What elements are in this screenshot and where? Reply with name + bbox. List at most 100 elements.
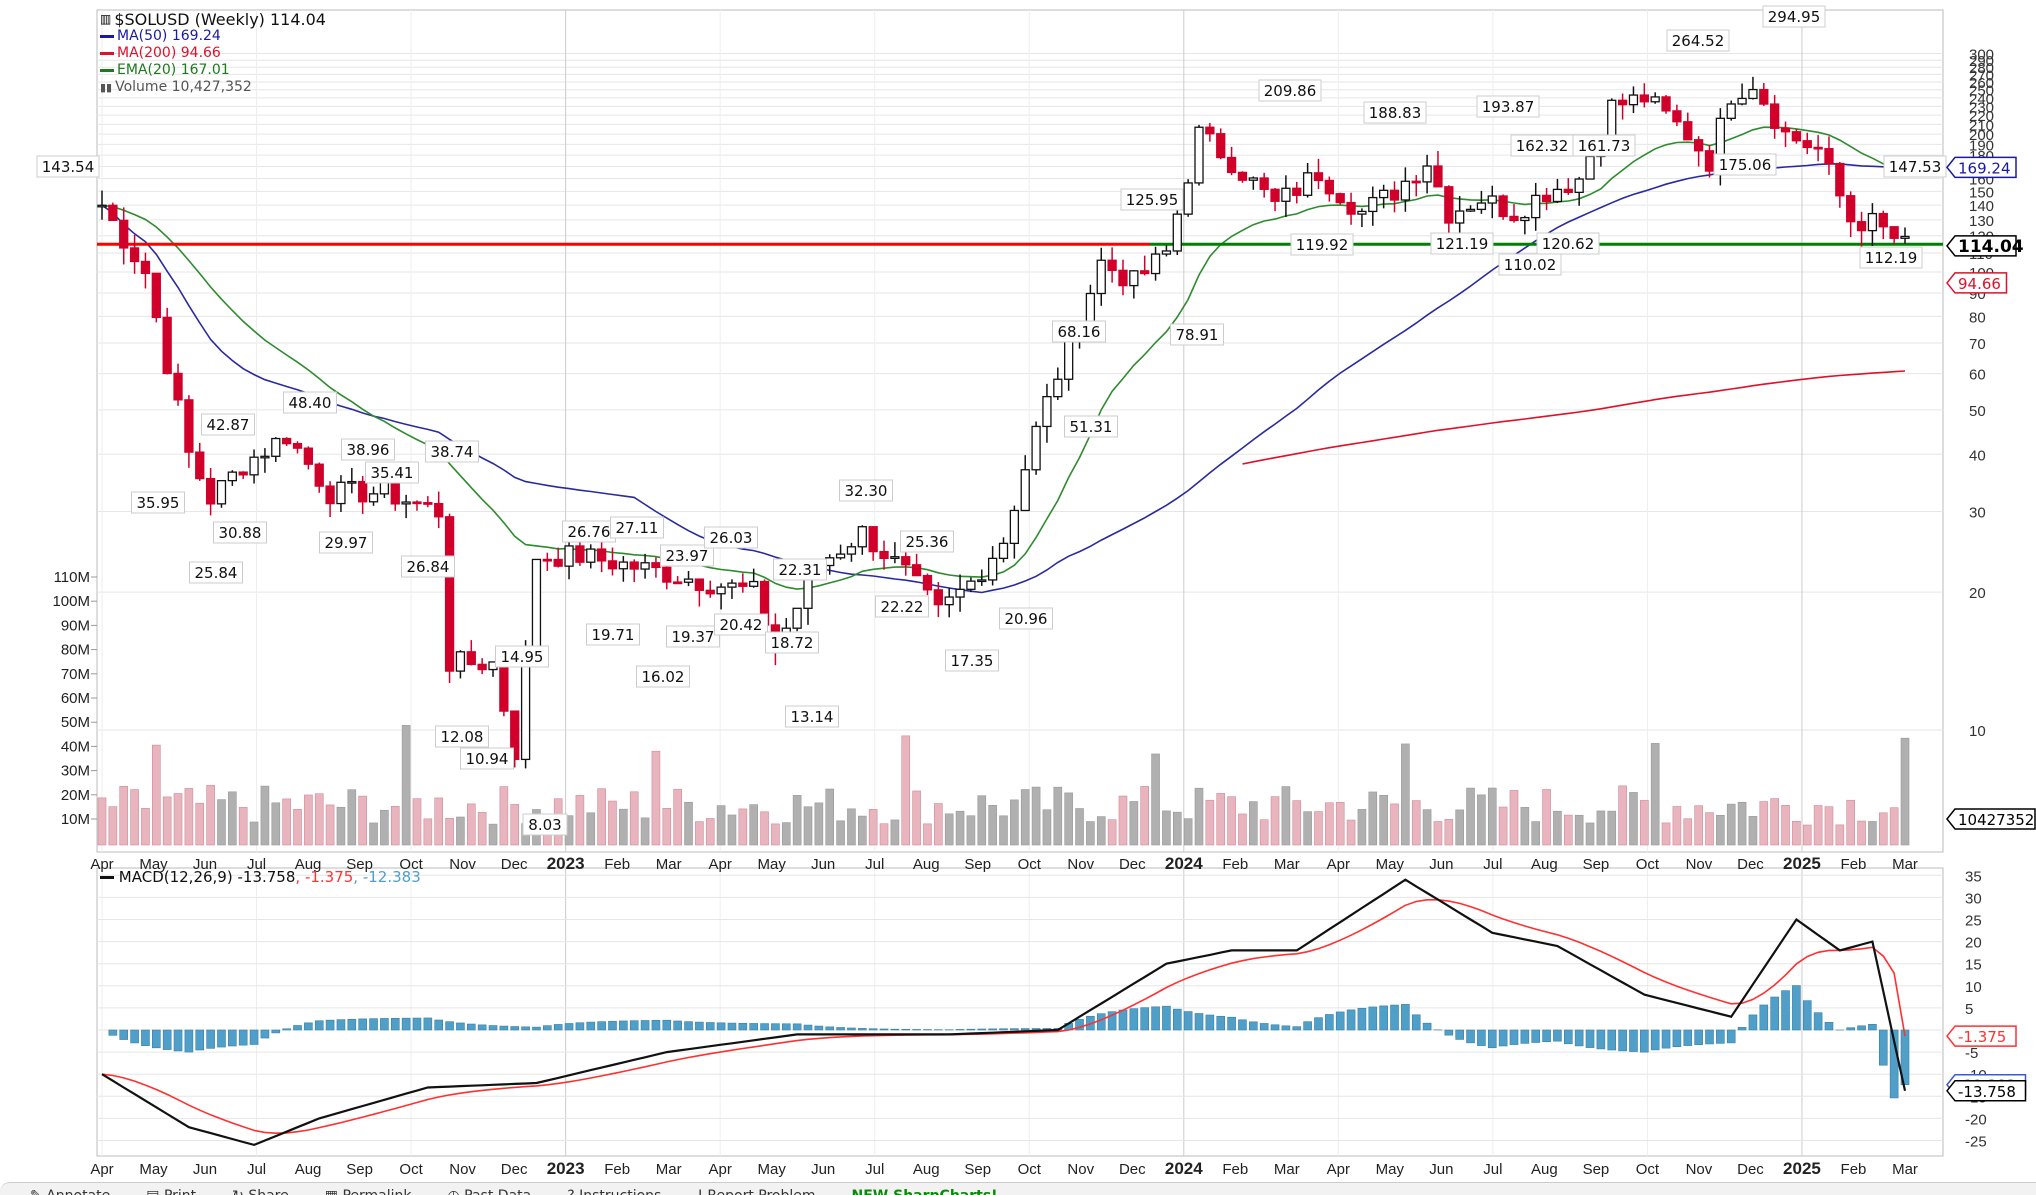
svg-text:119.92: 119.92 [1296,236,1349,254]
svg-text:-20: -20 [1965,1111,1987,1128]
legend-volume: ▮▮Volume 10,427,352 [100,79,326,96]
svg-text:22.22: 22.22 [881,598,924,616]
svg-text:-25: -25 [1965,1134,1987,1151]
svg-text:20.96: 20.96 [1005,610,1048,628]
svg-text:294.95: 294.95 [1768,8,1821,26]
svg-text:8.03: 8.03 [528,816,561,834]
svg-text:Mar: Mar [1274,856,1300,873]
svg-text:162.32: 162.32 [1516,137,1569,155]
svg-text:-13.758: -13.758 [1958,1083,2016,1101]
legend-ema20: EMA(20) 167.01 [100,62,326,79]
svg-text:14.95: 14.95 [501,648,544,666]
svg-text:Aug: Aug [913,856,940,873]
svg-text:12.08: 12.08 [441,728,484,746]
svg-text:Dec: Dec [501,856,528,873]
svg-text:175.06: 175.06 [1719,156,1772,174]
svg-text:60M: 60M [61,690,90,707]
legend-ma200: MA(200) 94.66 [100,45,326,62]
svg-text:2025: 2025 [1783,1159,1821,1178]
svg-text:42.87: 42.87 [207,416,250,434]
new-sharpcharts-link[interactable]: NEW SharpCharts! [852,1183,998,1195]
svg-text:Apr: Apr [1327,856,1350,873]
svg-text:Feb: Feb [604,856,630,873]
symbol-title: ▥ $SOLUSD (Weekly) 114.04 [100,11,326,28]
instructions-button[interactable]: ? Instructions [567,1183,661,1195]
svg-text:147.53: 147.53 [1889,158,1942,176]
svg-text:2024: 2024 [1165,1159,1203,1178]
svg-text:Mar: Mar [1274,1161,1300,1178]
svg-text:10: 10 [1969,723,1986,740]
svg-text:-5: -5 [1965,1045,1978,1062]
svg-text:78.91: 78.91 [1176,326,1219,344]
svg-text:10M: 10M [61,811,90,828]
svg-text:Feb: Feb [604,1161,630,1178]
svg-text:Jun: Jun [811,1161,835,1178]
svg-text:Jun: Jun [193,1161,217,1178]
annotate-button[interactable]: ✎ Annotate [30,1183,110,1195]
svg-text:May: May [1376,856,1405,873]
svg-text:112.19: 112.19 [1865,249,1918,267]
svg-text:169.24: 169.24 [1958,159,2011,177]
svg-text:23.97: 23.97 [666,547,709,565]
svg-text:Oct: Oct [1636,856,1660,873]
line-swatch-icon [100,69,114,72]
svg-text:80: 80 [1969,309,1986,326]
svg-text:16.02: 16.02 [642,668,685,686]
svg-text:40M: 40M [61,738,90,755]
svg-text:Jul: Jul [247,1161,266,1178]
svg-text:2023: 2023 [547,1159,585,1178]
svg-text:May: May [139,1161,168,1178]
svg-text:90M: 90M [61,617,90,634]
svg-text:Jun: Jun [811,856,835,873]
svg-text:Feb: Feb [1841,1161,1867,1178]
svg-text:Dec: Dec [501,1161,528,1178]
svg-text:18.72: 18.72 [771,634,814,652]
print-button[interactable]: ▤ Print [146,1183,196,1195]
svg-text:10: 10 [1965,979,1982,996]
line-swatch-icon [100,35,114,38]
svg-text:Jul: Jul [865,856,884,873]
svg-text:Jul: Jul [1483,1161,1502,1178]
svg-text:Nov: Nov [1686,856,1713,873]
svg-text:30M: 30M [61,763,90,780]
svg-text:30: 30 [1965,890,1982,907]
svg-text:51.31: 51.31 [1070,418,1113,436]
svg-text:Apr: Apr [1327,1161,1350,1178]
svg-text:Aug: Aug [1531,856,1558,873]
svg-text:20M: 20M [61,787,90,804]
svg-text:38.96: 38.96 [347,441,390,459]
svg-text:20: 20 [1969,585,1986,602]
svg-text:60: 60 [1969,367,1986,384]
svg-text:50: 50 [1969,403,1986,420]
svg-text:300: 300 [1969,46,1994,63]
svg-text:40: 40 [1969,447,1986,464]
svg-text:30: 30 [1969,504,1986,521]
svg-text:25.84: 25.84 [195,564,238,582]
price-panel [97,10,1943,852]
svg-text:26.03: 26.03 [710,529,753,547]
svg-text:Mar: Mar [1892,1161,1918,1178]
svg-text:25: 25 [1965,913,1982,930]
past-data-button[interactable]: ◷ Past Data [447,1183,531,1195]
svg-text:2025: 2025 [1783,854,1821,873]
svg-text:15: 15 [1965,957,1982,974]
svg-text:Mar: Mar [1892,856,1918,873]
svg-text:Jul: Jul [1483,856,1502,873]
svg-text:Aug: Aug [295,1161,322,1178]
svg-text:13.14: 13.14 [791,708,834,726]
svg-text:Dec: Dec [1737,856,1764,873]
svg-text:Feb: Feb [1222,1161,1248,1178]
svg-text:121.19: 121.19 [1436,235,1489,253]
permalink-button[interactable]: ▦ Permalink [325,1183,412,1195]
svg-text:Dec: Dec [1737,1161,1764,1178]
svg-text:80M: 80M [61,642,90,659]
line-swatch-icon [100,876,114,879]
svg-text:100M: 100M [52,593,90,610]
svg-text:20: 20 [1965,935,1982,952]
svg-text:Nov: Nov [449,856,476,873]
chart-toolbar: ✎ Annotate ▤ Print ↻ Share ▦ Permalink ◷… [0,1182,2036,1195]
report-problem-button[interactable]: ! Report Problem [697,1183,815,1195]
svg-text:27.11: 27.11 [616,519,659,537]
svg-text:Apr: Apr [708,1161,731,1178]
share-button[interactable]: ↻ Share [232,1183,289,1195]
